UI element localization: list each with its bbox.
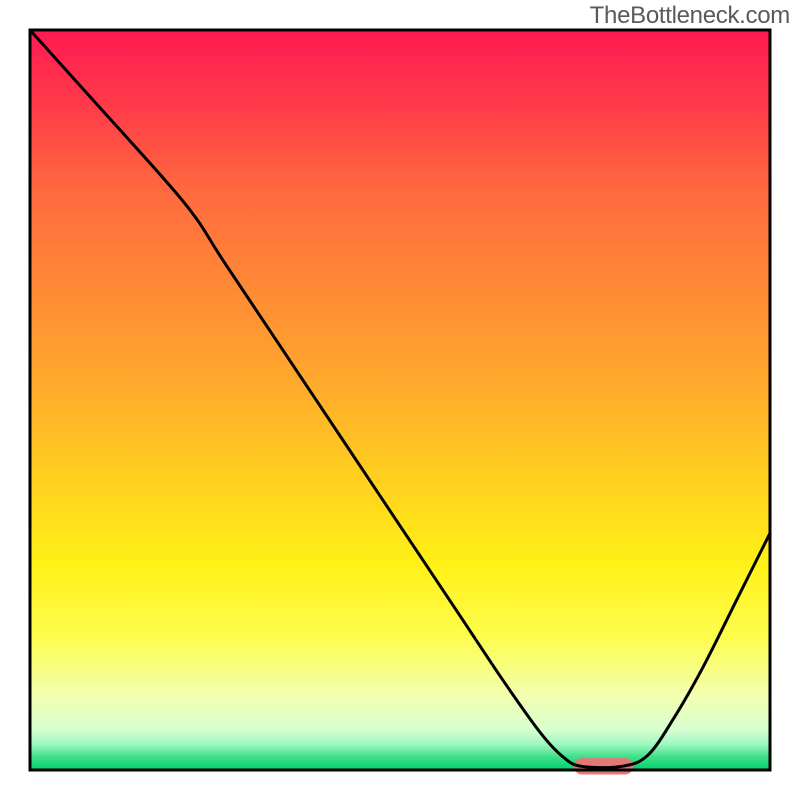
gradient-background (30, 30, 770, 770)
watermark-text: TheBottleneck.com (590, 2, 790, 30)
bottleneck-chart (0, 0, 800, 800)
plot-area (30, 30, 770, 774)
chart-container: TheBottleneck.com (0, 0, 800, 800)
